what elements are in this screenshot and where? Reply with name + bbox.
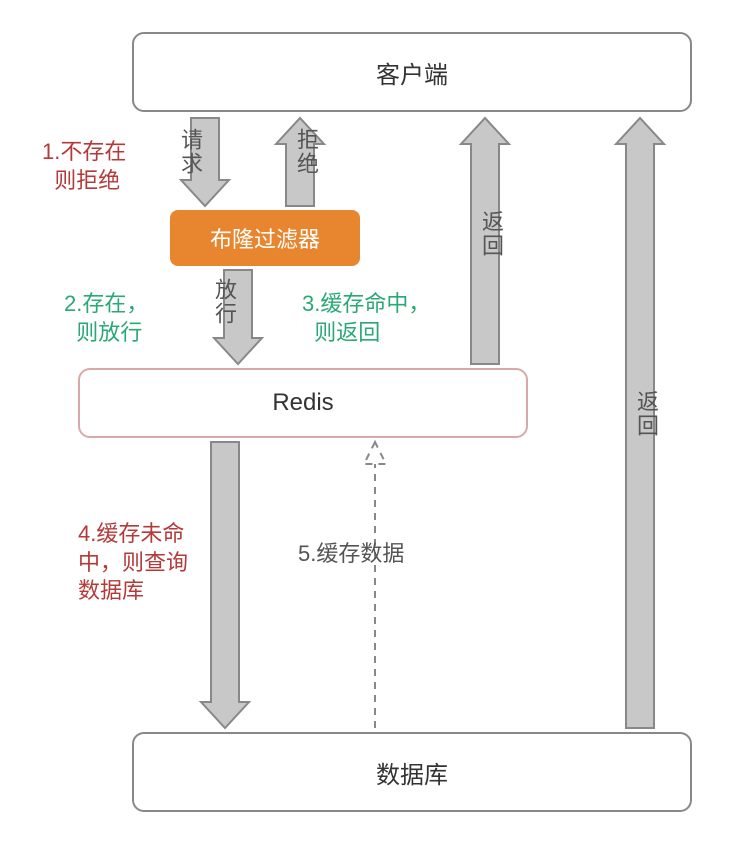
annotation-1: 1.不存在 则拒绝 [42, 138, 126, 195]
bloom-filter-node: 布隆过滤器 [170, 210, 360, 266]
request-arrow-label: 请求 [174, 128, 206, 176]
database-label: 数据库 [376, 755, 448, 790]
database-node: 数据库 [132, 732, 692, 812]
redis-label: Redis [272, 389, 333, 417]
client-node: 客户端 [132, 32, 692, 112]
annotation-3: 3.缓存命中， 则返回 [302, 290, 430, 347]
client-label: 客户端 [376, 55, 448, 90]
bloom-label: 布隆过滤器 [210, 222, 320, 254]
annotation-2: 2.存在， 则放行 [64, 290, 148, 347]
reject-arrow-label: 拒绝 [290, 128, 322, 176]
pass-arrow-label: 放行 [208, 278, 240, 326]
return2-arrow-label: 返回 [630, 390, 662, 438]
annotation-5: 5.缓存数据 [298, 540, 404, 569]
annotation-4: 4.缓存未命 中，则查询 数据库 [78, 520, 188, 606]
redis-node: Redis [78, 368, 528, 438]
return1-arrow-label: 返回 [475, 210, 507, 258]
